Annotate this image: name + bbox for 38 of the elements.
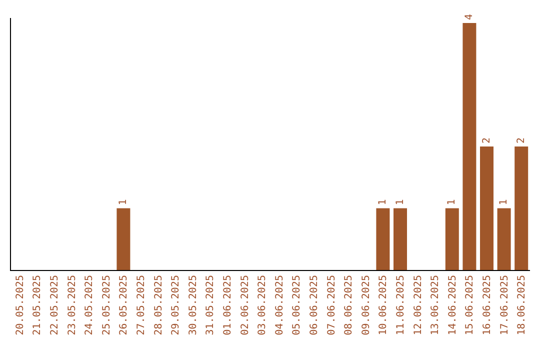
x-tick-label: 21.05.2025 — [32, 275, 44, 336]
x-tick-label: 10.06.2025 — [378, 275, 390, 336]
x-tick-label: 11.06.2025 — [396, 275, 406, 336]
x-tick-label: 06.06.2025 — [309, 275, 320, 336]
x-tick-label: 28.05.2025 — [153, 275, 164, 336]
x-tick-label: 13.06.2025 — [430, 275, 442, 336]
x-tick-label: 16.06.2025 — [482, 275, 493, 336]
x-tick-label: 01.06.2025 — [222, 275, 234, 336]
x-tick-label: 29.05.2025 — [170, 275, 182, 336]
data-label: 1 — [498, 199, 510, 206]
data-label: 2 — [481, 137, 492, 144]
x-tick-label: 03.06.2025 — [257, 275, 268, 336]
x-tick-label: 24.05.2025 — [84, 275, 96, 336]
x-tick-label: 30.05.2025 — [188, 275, 199, 336]
x-tick-label: 02.06.2025 — [240, 275, 251, 336]
x-tick-label: 08.06.2025 — [344, 275, 355, 336]
x-tick-label: 31.05.2025 — [205, 275, 216, 336]
x-tick-label: 26.05.2025 — [118, 275, 130, 336]
x-tick-label: 27.05.2025 — [136, 275, 147, 336]
x-tick-label: 20.05.2025 — [14, 275, 26, 336]
data-label: 1 — [118, 199, 129, 206]
x-tick-label: 05.06.2025 — [292, 275, 303, 336]
x-tick-label: 09.06.2025 — [360, 275, 372, 336]
x-tick-label: 22.05.2025 — [50, 275, 60, 336]
x-tick-label: 12.06.2025 — [412, 275, 424, 336]
x-tick-label: 23.05.2025 — [66, 275, 78, 336]
x-tick-label: 15.06.2025 — [464, 275, 476, 336]
data-label: 4 — [464, 14, 475, 20]
x-tick-label: 18.06.2025 — [516, 275, 528, 336]
x-tick-label: 25.05.2025 — [101, 275, 112, 336]
data-label: 2 — [516, 137, 527, 144]
data-label: 1 — [446, 199, 458, 206]
data-label: 1 — [377, 199, 388, 206]
data-label: 1 — [394, 199, 406, 206]
x-tick-label: 14.06.2025 — [447, 275, 458, 336]
x-tick-label: 07.06.2025 — [326, 275, 338, 336]
x-tick-label: 17.06.2025 — [499, 275, 510, 336]
x-tick-label: 04.06.2025 — [274, 275, 286, 336]
